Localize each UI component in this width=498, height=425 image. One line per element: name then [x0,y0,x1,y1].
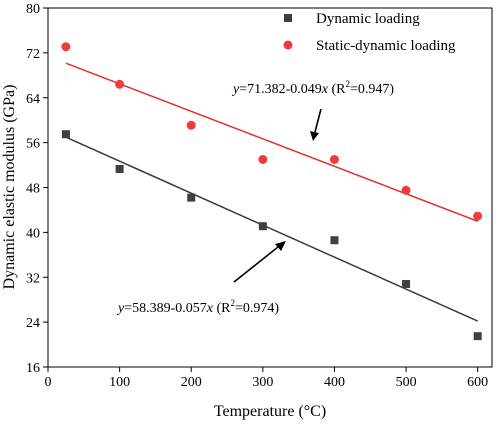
data-point-static-dynamic-loading [186,120,196,130]
annotation-dynamic-fit: y=58.389-0.057x (R2=0.974) [116,298,279,316]
x-tick-label: 200 [181,375,202,390]
annotation-dynamic-xvar: x [206,301,214,316]
y-axis-label: Dynamic elastic modulus (GPa) [1,85,18,290]
y-tick-label: 32 [26,271,40,286]
x-tick-label: 300 [252,375,273,390]
fit-line-static-dynamic-loading [65,62,478,222]
annotation-dynamic-r2-open: (R [213,301,231,316]
annotation-arrow-static [310,108,322,141]
y-tick-label: 72 [26,47,40,62]
annotation-static-r2-sup: 2 [346,79,351,89]
legend-label-static-dynamic-loading: Static-dynamic loading [316,38,456,54]
x-tick-label: 0 [45,375,52,390]
annotation-dynamic-r2-close: =0.974) [235,301,279,316]
data-point-dynamic-loading [402,279,411,288]
fit-lines [65,62,478,322]
y-tick-label: 56 [26,137,40,152]
data-points [61,42,483,341]
legend-label-dynamic-loading: Dynamic loading [316,11,420,27]
x-tick-label: 100 [109,375,130,390]
fit-line-dynamic-loading [65,136,478,322]
annotation-static-xvar: x [321,82,329,97]
data-point-dynamic-loading [258,222,267,231]
axis-ticks: 0 100 200 300 400 500 600 16 24 32 40 48 56 64 72 80 [26,2,488,390]
data-point-static-dynamic-loading [329,154,339,164]
data-point-dynamic-loading [473,332,482,341]
annotation-dynamic-r2-sup: 2 [231,298,236,308]
y-tick-label: 40 [26,226,40,241]
data-point-static-dynamic-loading [115,79,125,89]
data-point-static-dynamic-loading [401,185,411,195]
annotation-static-dynamic-fit: y=71.382-0.049x (R2=0.947) [231,79,394,97]
data-point-static-dynamic-loading [258,154,268,164]
y-tick-label: 24 [26,316,40,331]
annotation-static-r2-open: (R [328,82,346,97]
data-point-dynamic-loading [61,130,70,139]
annotation-dynamic-yvar: y [116,301,125,316]
annotation-dynamic-equation: =58.389-0.057 [124,301,207,316]
data-point-static-dynamic-loading [473,211,483,221]
y-tick-label: 80 [26,2,40,17]
y-tick-label: 48 [26,182,40,197]
annotation-static-yvar: y [231,82,240,97]
legend-marker-static-dynamic-loading [283,40,293,50]
y-tick-label: 64 [26,92,40,107]
annotation-arrow-dynamic [233,241,286,283]
data-point-static-dynamic-loading [61,42,71,52]
x-tick-label: 500 [396,375,417,390]
data-point-dynamic-loading [330,236,339,245]
data-point-dynamic-loading [115,164,124,173]
x-axis-label: Temperature (°C) [214,403,326,420]
y-tick-label: 16 [26,361,40,376]
legend-marker-dynamic-loading [284,14,292,22]
annotation-static-r2-close: =0.947) [350,82,394,97]
annotation-static-equation: =71.382-0.049 [239,82,322,97]
data-point-dynamic-loading [187,193,196,202]
x-tick-label: 600 [467,375,488,390]
x-tick-label: 400 [324,375,345,390]
legend: Dynamic loading Static-dynamic loading [283,11,456,54]
